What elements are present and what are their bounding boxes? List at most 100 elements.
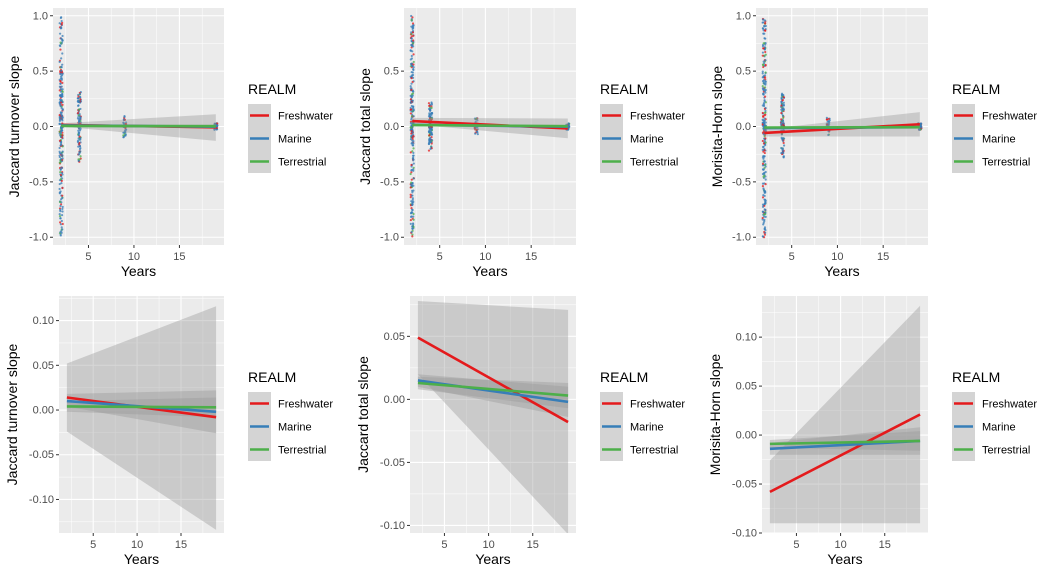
data-point	[763, 86, 767, 89]
legend-title: REALM	[248, 81, 296, 97]
data-point	[411, 225, 414, 228]
data-point	[761, 210, 765, 213]
x-tick-label: 10	[131, 539, 143, 551]
data-point	[213, 128, 216, 131]
data-point	[782, 155, 785, 158]
plot-background	[762, 296, 928, 533]
data-point	[410, 208, 414, 211]
y-tick-label: 0.5	[33, 66, 48, 78]
data-point	[412, 68, 415, 71]
data-point	[409, 196, 412, 199]
chart-panel-3: -1.0 -0.5 0.0 0.5 1.0 5 10 15 Years Morisita-Horn…	[709, 8, 1037, 279]
legend-label: Marine	[982, 422, 1016, 434]
data-point	[59, 111, 62, 114]
data-point	[60, 106, 63, 110]
data-point	[58, 22, 61, 25]
data-point	[761, 18, 765, 21]
fit-line-freshwater	[417, 336, 569, 424]
data-point	[762, 60, 765, 63]
fit-line-terrestrial	[417, 381, 569, 397]
data-point	[764, 71, 767, 74]
data-point	[762, 221, 765, 224]
x-tick-label: 10	[479, 251, 491, 263]
data-point	[124, 130, 127, 134]
y-tick-label: -0.5	[29, 176, 48, 188]
legend-label: Marine	[630, 422, 664, 434]
data-point	[761, 162, 765, 165]
data-point	[58, 192, 61, 195]
data-point	[410, 183, 413, 186]
data-point	[761, 148, 764, 152]
data-point	[761, 45, 765, 48]
data-point	[58, 212, 61, 216]
x-tick-label: 15	[525, 251, 537, 263]
data-point	[411, 227, 414, 230]
data-point	[761, 63, 765, 66]
data-point	[412, 154, 415, 157]
data-point	[412, 142, 415, 145]
data-point	[409, 49, 412, 52]
data-point	[764, 190, 767, 193]
data-point	[430, 103, 433, 106]
data-point	[764, 163, 767, 167]
data-point	[827, 117, 830, 120]
data-point	[410, 169, 413, 172]
legend-title: REALM	[248, 369, 296, 385]
data-point	[828, 121, 831, 124]
legend-label: Terrestrial	[630, 445, 678, 457]
data-point	[412, 53, 415, 56]
data-point	[781, 147, 785, 150]
data-point	[58, 187, 61, 191]
data-point	[59, 168, 62, 171]
data-point	[780, 104, 783, 107]
data-point	[78, 131, 81, 134]
data-point	[409, 193, 412, 196]
data-point	[412, 177, 415, 180]
data-point	[61, 134, 64, 137]
x-tick-label: 10	[482, 539, 494, 551]
data-point	[410, 64, 414, 68]
fit-line-terrestrial	[412, 123, 568, 128]
data-point	[761, 79, 765, 83]
data-point	[77, 97, 80, 100]
plot-area	[761, 17, 923, 239]
data-point	[780, 111, 783, 115]
data-point	[411, 198, 414, 201]
data-point	[58, 200, 62, 204]
data-point	[61, 228, 64, 231]
data-point	[474, 132, 477, 135]
data-point	[763, 82, 766, 85]
data-point	[428, 138, 431, 141]
data-point	[782, 101, 785, 104]
y-tick-label: 0.00	[736, 430, 757, 442]
data-point	[428, 128, 432, 131]
chart-panel-5: -0.10 -0.05 0.00 0.05 5 10 15 Years Jaccard tota…	[355, 296, 685, 567]
data-point	[58, 182, 61, 186]
legend-label: Freshwater	[630, 111, 685, 123]
data-point	[412, 218, 415, 221]
x-tick-label: 15	[173, 251, 185, 263]
data-point	[410, 171, 413, 174]
chart-panel-2: -1.0 -0.5 0.0 0.5 5 10 15 Years Jaccard total sl…	[357, 8, 685, 279]
data-point	[59, 48, 62, 51]
data-point	[59, 223, 62, 226]
data-point	[429, 139, 432, 143]
data-point	[61, 95, 64, 98]
data-point	[412, 34, 415, 37]
data-point	[410, 31, 413, 34]
data-point	[410, 211, 413, 215]
data-point	[409, 98, 413, 101]
data-point	[428, 109, 432, 113]
data-point	[411, 197, 414, 200]
y-tick-label: 0.10	[33, 315, 54, 327]
data-point	[77, 153, 80, 156]
data-point	[79, 96, 82, 99]
x-axis-title: Years	[475, 551, 510, 567]
y-tick-label: 0.05	[384, 331, 405, 343]
data-point	[428, 113, 431, 117]
x-tick-label: 5	[437, 251, 443, 263]
data-point	[59, 82, 62, 85]
fit-line-freshwater	[769, 413, 921, 494]
data-point	[762, 154, 765, 158]
data-point	[412, 63, 415, 66]
